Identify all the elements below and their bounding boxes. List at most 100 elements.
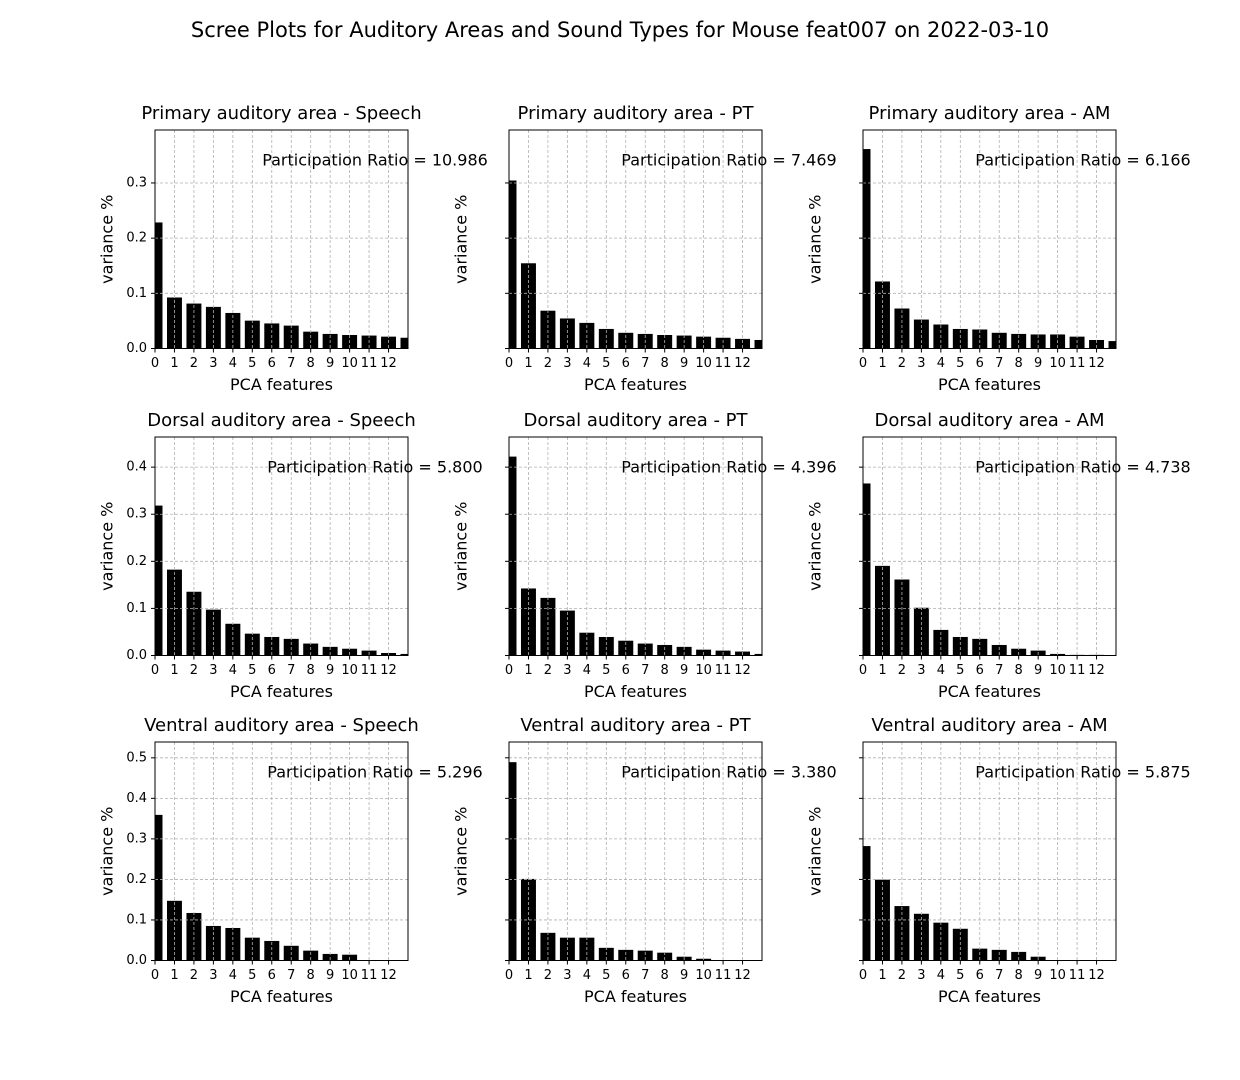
- x-tick-label: 1: [170, 356, 178, 371]
- x-tick-label: 8: [661, 663, 669, 678]
- y-tick-label: 0.1: [126, 601, 147, 616]
- x-tick-label: 5: [602, 663, 610, 678]
- x-tick-label: 12: [734, 968, 751, 983]
- x-tick-label: 4: [583, 663, 591, 678]
- bars: [509, 456, 762, 656]
- x-tick-label: 4: [229, 356, 237, 371]
- x-tick-label: 6: [622, 663, 630, 678]
- bar: [539, 597, 557, 656]
- x-axis-label: PCA features: [230, 682, 333, 701]
- x-tick-label: 6: [268, 356, 276, 371]
- x-axis-label: PCA features: [230, 375, 333, 394]
- x-tick-label: 11: [1069, 663, 1086, 678]
- x-axis-label: PCA features: [230, 987, 333, 1006]
- x-tick-label: 0: [505, 663, 513, 678]
- axes-frame: [862, 741, 1117, 961]
- y-tick-label: 0.2: [126, 554, 147, 569]
- y-axis-label: variance %: [98, 807, 117, 896]
- x-tick-label: 2: [544, 663, 552, 678]
- x-tick-label: 10: [1049, 663, 1066, 678]
- x-tick-label: 10: [341, 968, 358, 983]
- x-tick-label: 12: [380, 968, 397, 983]
- bars: [155, 814, 358, 961]
- x-tick-label: 7: [995, 356, 1003, 371]
- bar: [952, 636, 969, 656]
- x-tick-label: 9: [326, 663, 334, 678]
- x-tick-label: 9: [1034, 663, 1042, 678]
- x-tick-label: 5: [602, 356, 610, 371]
- x-tick-label: 3: [563, 663, 571, 678]
- x-tick-label: 5: [956, 968, 964, 983]
- x-tick-label: 0: [505, 356, 513, 371]
- bar: [598, 636, 615, 656]
- bar: [539, 932, 557, 961]
- x-tick-label: 3: [917, 356, 925, 371]
- x-tick-label: 7: [995, 968, 1003, 983]
- subplot-title: Dorsal auditory area - Speech: [147, 410, 416, 431]
- annotation: Participation Ratio = 6.166: [975, 151, 1190, 170]
- y-tick-label: 0.4: [126, 791, 147, 806]
- x-tick-label: 8: [1015, 968, 1023, 983]
- x-tick-label: 5: [248, 968, 256, 983]
- x-tick-label: 12: [380, 356, 397, 371]
- x-tick-label: 10: [695, 356, 712, 371]
- annotation: Participation Ratio = 4.396: [621, 458, 836, 477]
- x-tick-label: 10: [695, 663, 712, 678]
- annotation: Participation Ratio = 5.875: [975, 763, 1190, 782]
- x-tick-label: 0: [859, 356, 867, 371]
- annotation: Participation Ratio = 4.738: [975, 458, 1190, 477]
- annotation: Participation Ratio = 5.800: [267, 458, 482, 477]
- bar: [155, 504, 164, 656]
- y-tick-label: 0.0: [126, 341, 147, 356]
- x-tick-label: 3: [917, 968, 925, 983]
- x-tick-label: 9: [326, 356, 334, 371]
- x-tick-label: 7: [641, 663, 649, 678]
- x-tick-label: 5: [248, 356, 256, 371]
- x-axis-label: PCA features: [584, 682, 687, 701]
- bar: [1088, 339, 1105, 349]
- x-tick-label: 3: [917, 663, 925, 678]
- x-tick-label: 8: [661, 356, 669, 371]
- axes-frame: [154, 129, 409, 349]
- x-tick-label: 9: [680, 968, 688, 983]
- x-tick-label: 6: [976, 968, 984, 983]
- x-tick-label: 1: [524, 968, 532, 983]
- x-tick-label: 4: [229, 968, 237, 983]
- y-tick-label: 0.1: [126, 912, 147, 927]
- bar: [244, 320, 261, 349]
- x-tick-label: 6: [268, 968, 276, 983]
- x-tick-label: 4: [937, 663, 945, 678]
- x-tick-label: 4: [229, 663, 237, 678]
- y-tick-label: 0.1: [126, 286, 147, 301]
- x-tick-label: 3: [563, 356, 571, 371]
- x-tick-label: 2: [190, 968, 198, 983]
- y-axis-label: variance %: [452, 195, 471, 284]
- x-tick-label: 4: [583, 968, 591, 983]
- x-tick-label: 11: [715, 663, 732, 678]
- bar: [263, 636, 280, 656]
- x-tick-label: 0: [151, 663, 159, 678]
- x-tick-label: 5: [956, 663, 964, 678]
- bar: [913, 318, 930, 349]
- bar: [753, 339, 762, 349]
- x-tick-label: 7: [995, 663, 1003, 678]
- y-tick-label: 0.0: [126, 648, 147, 663]
- x-tick-label: 1: [878, 663, 886, 678]
- x-tick-label: 10: [1049, 356, 1066, 371]
- subplot-title: Primary auditory area - PT: [518, 103, 755, 124]
- x-tick-label: 0: [859, 968, 867, 983]
- bar: [155, 221, 164, 349]
- annotation: Participation Ratio = 10.986: [262, 151, 488, 170]
- x-tick-label: 9: [326, 968, 334, 983]
- y-tick-label: 0.4: [126, 460, 147, 475]
- x-tick-label: 12: [380, 663, 397, 678]
- bar: [971, 328, 988, 349]
- x-tick-label: 7: [287, 663, 295, 678]
- x-tick-label: 2: [190, 356, 198, 371]
